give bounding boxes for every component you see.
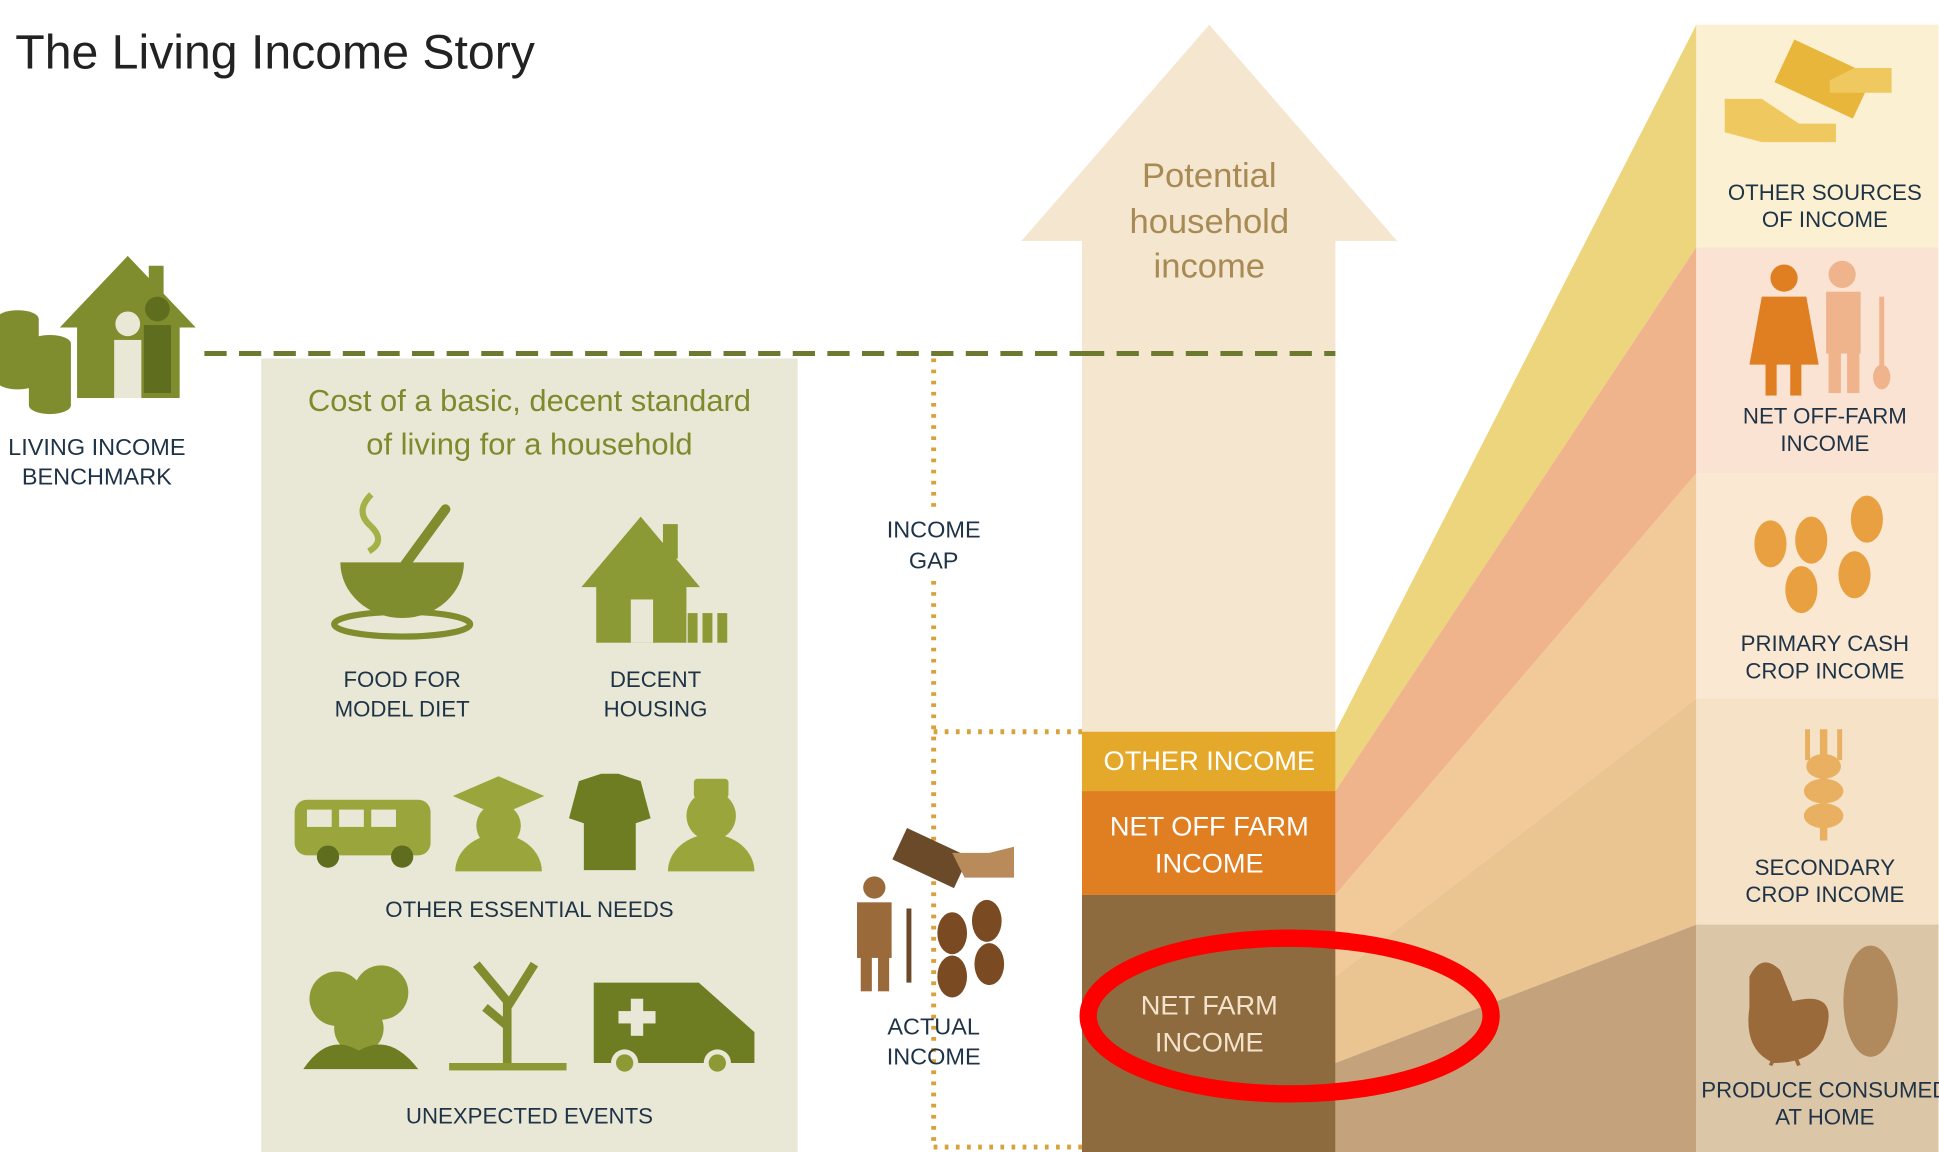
source-label: PRIMARY CASH [1741, 631, 1909, 656]
actual-income-label: INCOME [887, 1043, 981, 1069]
benchmark-label: LIVING INCOME [8, 434, 185, 460]
source-icons-part [1804, 729, 1844, 840]
page: The Living Income Story LIVING INCOME BE… [0, 0, 1939, 1152]
actual-income-icon-part [878, 954, 889, 991]
source-icons-part [1847, 350, 1859, 393]
source-icons-part [1843, 946, 1897, 1057]
actual-income-icon-part-part [974, 943, 1004, 985]
actual-income-icon-part [863, 876, 885, 898]
source-label: INCOME [1780, 431, 1869, 456]
benchmark-icon-part [114, 340, 141, 398]
food-label: MODEL DIET [335, 697, 470, 722]
source-label: OF INCOME [1762, 207, 1888, 232]
food-label: FOOD FOR [343, 667, 460, 692]
cost-box-title: Cost of a basic, decent standard [308, 383, 751, 418]
essential-needs-icons-part [694, 779, 729, 799]
potential-label: Potential [1142, 157, 1277, 195]
benchmark-icon-part [29, 344, 71, 406]
source-label: SECONDARY [1755, 855, 1896, 880]
income-fan [1335, 25, 1696, 1152]
off-farm-bar [1082, 791, 1335, 895]
source-icons-part [1873, 365, 1890, 390]
essential-needs-icons-part [371, 810, 396, 827]
source-icons-part-part [1795, 517, 1827, 564]
source-icons-part-part [1804, 779, 1844, 804]
potential-label: income [1154, 247, 1266, 285]
essential-needs-label: OTHER ESSENTIAL NEEDS [385, 897, 673, 922]
source-icons-part-part [1838, 551, 1870, 598]
source-label: CROP INCOME [1745, 882, 1904, 907]
actual-income-icon-part [857, 902, 892, 958]
bar-label: INCOME [1155, 1027, 1264, 1058]
essential-needs-icons-part [307, 810, 332, 827]
bar-label: NET OFF FARM [1110, 810, 1309, 841]
source-icons-part-part [1851, 496, 1883, 543]
unexpected-events-icons-part [616, 1054, 633, 1071]
housing-icon-part [688, 613, 698, 643]
source-label: OTHER SOURCES [1728, 180, 1922, 205]
actual-income-icon-part-part [937, 912, 967, 954]
essential-needs-icons-part [295, 800, 431, 856]
unexpected-events-icons-part [618, 1011, 655, 1023]
essential-needs-icons-part [339, 810, 364, 827]
infographic: The Living Income Story LIVING INCOME BE… [0, 0, 1939, 1152]
source-icons-part [1829, 261, 1856, 288]
housing-icon-part [703, 613, 713, 643]
benchmark-icon-part [29, 397, 71, 414]
income-gap-label: GAP [909, 548, 959, 574]
potential-label: household [1129, 203, 1289, 241]
source-icons-part-part [1804, 803, 1844, 828]
unexpected-events-icons-part [449, 1063, 566, 1070]
source-icons-part-part [1785, 566, 1817, 613]
source-icons-part-part [1805, 729, 1810, 760]
bar-label: NET FARM [1141, 990, 1278, 1021]
source-icons-part [1790, 358, 1801, 395]
source-label: AT HOME [1775, 1105, 1874, 1130]
source-icons-part [1766, 358, 1777, 395]
source-icons-part-part [1837, 729, 1842, 760]
benchmark-icon-part [145, 297, 170, 322]
actual-income-icon-part [937, 900, 1004, 998]
essential-needs-icons-part [317, 845, 339, 867]
actual-income-label: ACTUAL [887, 1014, 980, 1040]
actual-income-icon-part-part [937, 955, 967, 997]
source-label: NET OFF-FARM [1743, 404, 1907, 429]
housing-label: HOUSING [604, 697, 708, 722]
source-icons-part [1829, 350, 1841, 393]
benchmark-icon-part [144, 325, 171, 393]
housing-icon-part [717, 613, 727, 643]
housing-icon-part [631, 599, 653, 642]
source-icons-part-part [1754, 520, 1786, 567]
unexpected-events-label: UNEXPECTED EVENTS [406, 1103, 653, 1128]
source-label: CROP INCOME [1745, 658, 1904, 683]
source-icons-part [1826, 292, 1861, 354]
source-icons-part-part [1806, 754, 1841, 779]
cost-box-title: of living for a household [366, 426, 692, 461]
benchmark-icon [0, 256, 196, 414]
bar-label: INCOME [1155, 847, 1264, 878]
income-gap-label: INCOME [887, 517, 981, 543]
actual-income-icon-part-part [972, 900, 1002, 942]
actual-income-icon-part [861, 954, 872, 991]
housing-icon-part [663, 524, 678, 559]
source-icons-part [1770, 265, 1797, 292]
source-label: PRODUCE CONSUMED [1701, 1077, 1939, 1102]
actual-income-icon-part [952, 847, 1014, 878]
housing-label: DECENT [610, 667, 702, 692]
benchmark-label: BENCHMARK [22, 464, 172, 490]
benchmark-icon-part [115, 311, 140, 336]
bar-label: OTHER INCOME [1104, 745, 1315, 776]
unexpected-events-icons-part [709, 1054, 726, 1071]
essential-needs-icons-part [391, 845, 413, 867]
title: The Living Income Story [15, 25, 535, 79]
